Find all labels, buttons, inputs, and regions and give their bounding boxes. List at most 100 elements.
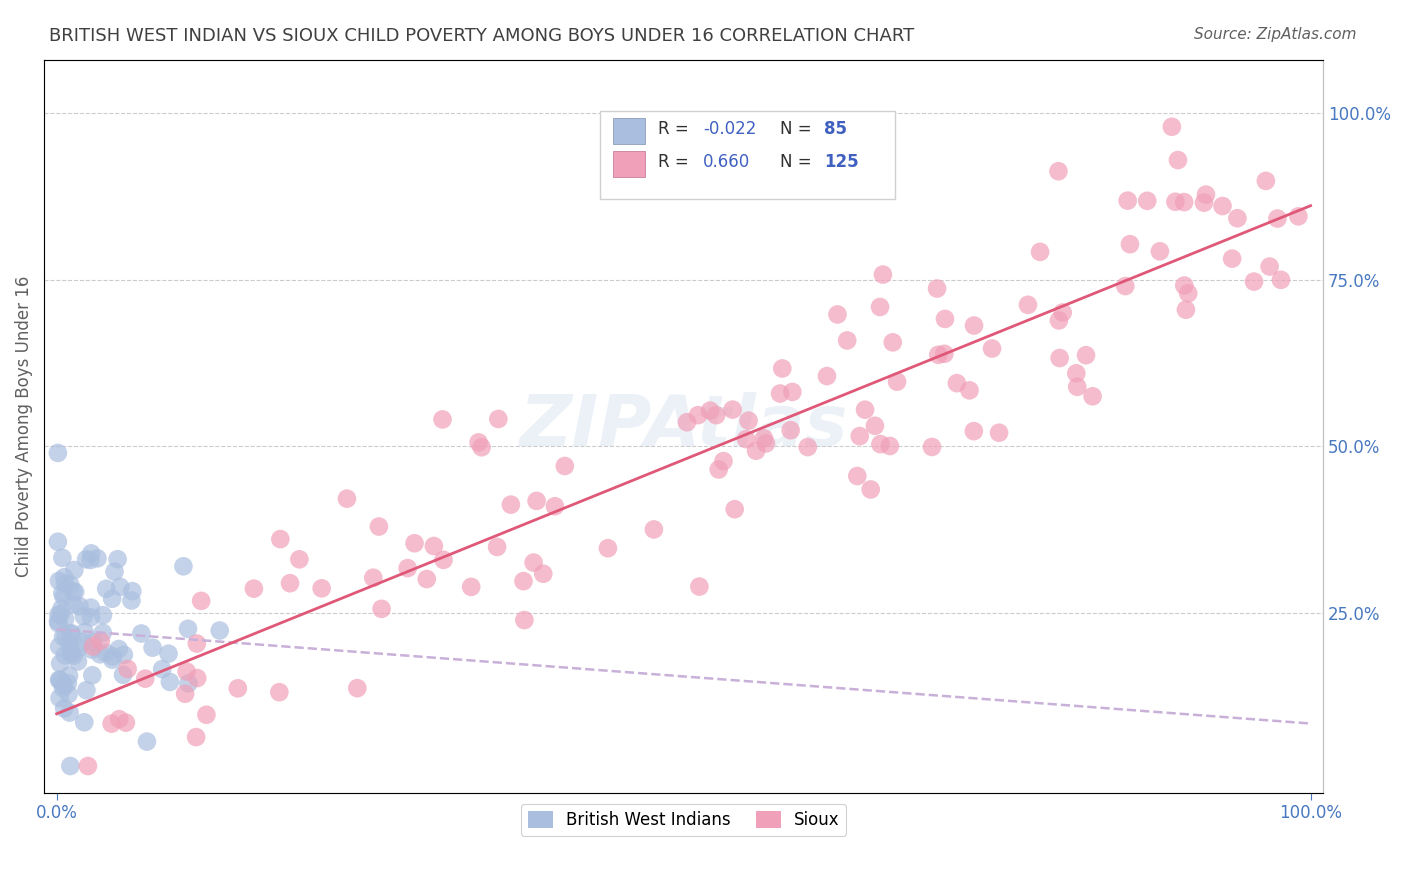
Sioux (752, 431, 775, 445)
British West Indians (48, 574, 70, 588)
British West Indians (120, 593, 142, 607)
Sioux (699, 403, 721, 417)
Sioux (735, 432, 758, 446)
British West Indians (48, 640, 70, 654)
Sioux (704, 408, 727, 422)
British West Indians (51, 674, 73, 689)
British West Indians (63, 585, 86, 599)
British West Indians (159, 674, 181, 689)
Sioux (1267, 211, 1289, 226)
British West Indians (60, 626, 83, 640)
Sioux (176, 665, 198, 679)
Sioux (115, 715, 138, 730)
Sioux (882, 335, 904, 350)
Sioux (1052, 305, 1074, 319)
British West Indians (75, 683, 97, 698)
British West Indians (91, 625, 114, 640)
Sioux (278, 576, 301, 591)
British West Indians (121, 584, 143, 599)
British West Indians (101, 653, 124, 667)
British West Indians (82, 668, 104, 682)
British West Indians (48, 607, 70, 622)
Sioux (769, 386, 792, 401)
Sioux (782, 384, 804, 399)
British West Indians (108, 642, 131, 657)
British West Indians (48, 616, 70, 631)
British West Indians (112, 648, 135, 662)
British West Indians (112, 668, 135, 682)
British West Indians (62, 597, 84, 611)
British West Indians (53, 679, 76, 693)
Sioux (1164, 194, 1187, 209)
Sioux (1066, 380, 1088, 394)
British West Indians (208, 624, 231, 638)
Sioux (432, 553, 454, 567)
Sioux (1047, 313, 1070, 327)
British West Indians (51, 601, 73, 615)
Sioux (432, 412, 454, 426)
Sioux (195, 707, 218, 722)
Sioux (226, 681, 249, 696)
Sioux (886, 375, 908, 389)
Sioux (554, 458, 576, 473)
Sioux (1049, 351, 1071, 365)
Sioux (1192, 195, 1215, 210)
FancyBboxPatch shape (600, 111, 894, 199)
Sioux (77, 759, 100, 773)
Sioux (486, 412, 509, 426)
Sioux (1167, 153, 1189, 167)
Legend: British West Indians, Sioux: British West Indians, Sioux (522, 804, 846, 836)
Sioux (460, 580, 482, 594)
Sioux (499, 498, 522, 512)
Sioux (513, 613, 536, 627)
British West Indians (75, 552, 97, 566)
British West Indians (94, 646, 117, 660)
FancyBboxPatch shape (613, 119, 645, 144)
Sioux (471, 440, 494, 454)
Sioux (1226, 211, 1249, 226)
Sioux (946, 376, 969, 391)
British West Indians (79, 553, 101, 567)
Sioux (1286, 210, 1309, 224)
British West Indians (177, 676, 200, 690)
Sioux (186, 671, 208, 685)
British West Indians (73, 609, 96, 624)
British West Indians (52, 630, 75, 644)
Sioux (396, 561, 419, 575)
British West Indians (80, 600, 103, 615)
Sioux (243, 582, 266, 596)
British West Indians (46, 614, 69, 628)
British West Indians (73, 715, 96, 730)
Sioux (416, 572, 439, 586)
British West Indians (51, 550, 73, 565)
British West Indians (58, 687, 80, 701)
Text: N =: N = (779, 153, 817, 171)
British West Indians (52, 590, 75, 604)
British West Indians (48, 673, 70, 687)
Sioux (721, 402, 744, 417)
British West Indians (89, 648, 111, 662)
Sioux (1243, 275, 1265, 289)
British West Indians (53, 576, 76, 591)
Sioux (1254, 174, 1277, 188)
British West Indians (80, 642, 103, 657)
Sioux (934, 312, 956, 326)
Sioux (1149, 244, 1171, 259)
Sioux (1173, 278, 1195, 293)
British West Indians (59, 759, 82, 773)
British West Indians (53, 648, 76, 663)
British West Indians (63, 563, 86, 577)
Sioux (311, 582, 333, 596)
Sioux (925, 281, 948, 295)
British West Indians (103, 565, 125, 579)
Sioux (1270, 273, 1292, 287)
British West Indians (80, 610, 103, 624)
Sioux (404, 536, 426, 550)
British West Indians (60, 647, 83, 661)
Sioux (797, 440, 820, 454)
British West Indians (69, 599, 91, 614)
Sioux (100, 716, 122, 731)
Sioux (512, 574, 534, 588)
British West Indians (58, 668, 80, 682)
Sioux (596, 541, 619, 556)
